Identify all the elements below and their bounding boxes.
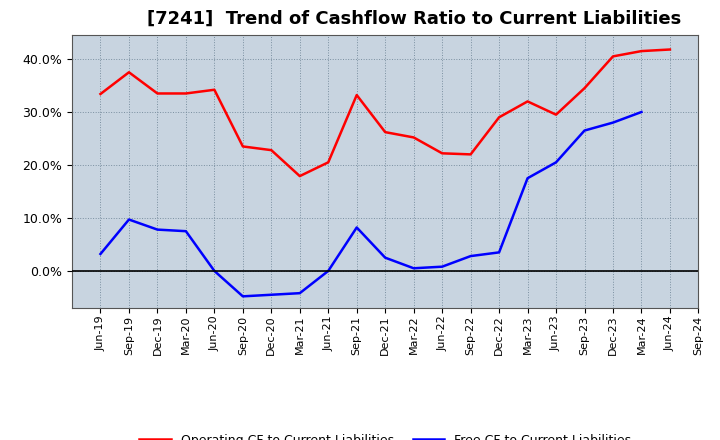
Free CF to Current Liabilities <box>523 176 532 181</box>
Operating CF to Current Liabilities <box>608 54 617 59</box>
Free CF to Current Liabilities <box>125 217 133 222</box>
Free CF to Current Liabilities <box>96 251 105 257</box>
Free CF to Current Liabilities <box>438 264 446 269</box>
Free CF to Current Liabilities <box>210 268 219 274</box>
Operating CF to Current Liabilities <box>552 112 560 117</box>
Free CF to Current Liabilities <box>495 250 503 255</box>
Operating CF to Current Liabilities <box>96 92 105 97</box>
Operating CF to Current Liabilities <box>523 99 532 104</box>
Free CF to Current Liabilities <box>238 294 247 299</box>
Free CF to Current Liabilities <box>181 228 190 234</box>
Free CF to Current Liabilities <box>295 290 304 296</box>
Operating CF to Current Liabilities <box>467 152 475 157</box>
Operating CF to Current Liabilities <box>295 173 304 179</box>
Free CF to Current Liabilities <box>153 227 162 232</box>
Free CF to Current Liabilities <box>410 266 418 271</box>
Operating CF to Current Liabilities <box>181 91 190 96</box>
Free CF to Current Liabilities <box>352 225 361 230</box>
Operating CF to Current Liabilities <box>637 48 646 54</box>
Operating CF to Current Liabilities <box>665 47 674 52</box>
Free CF to Current Liabilities <box>608 120 617 125</box>
Legend: Operating CF to Current Liabilities, Free CF to Current Liabilities: Operating CF to Current Liabilities, Fre… <box>135 429 636 440</box>
Operating CF to Current Liabilities <box>267 147 276 153</box>
Operating CF to Current Liabilities <box>438 150 446 156</box>
Line: Free CF to Current Liabilities: Free CF to Current Liabilities <box>101 112 642 297</box>
Operating CF to Current Liabilities <box>352 92 361 98</box>
Operating CF to Current Liabilities <box>324 160 333 165</box>
Operating CF to Current Liabilities <box>381 129 390 135</box>
Free CF to Current Liabilities <box>324 268 333 274</box>
Operating CF to Current Liabilities <box>580 85 589 91</box>
Operating CF to Current Liabilities <box>238 144 247 149</box>
Operating CF to Current Liabilities <box>495 115 503 120</box>
Operating CF to Current Liabilities <box>153 91 162 96</box>
Operating CF to Current Liabilities <box>210 87 219 92</box>
Free CF to Current Liabilities <box>267 292 276 297</box>
Free CF to Current Liabilities <box>580 128 589 133</box>
Free CF to Current Liabilities <box>637 110 646 115</box>
Free CF to Current Liabilities <box>381 255 390 260</box>
Line: Operating CF to Current Liabilities: Operating CF to Current Liabilities <box>101 50 670 176</box>
Operating CF to Current Liabilities <box>410 135 418 140</box>
Text: [7241]  Trend of Cashflow Ratio to Current Liabilities: [7241] Trend of Cashflow Ratio to Curren… <box>147 10 681 28</box>
Free CF to Current Liabilities <box>552 160 560 165</box>
Operating CF to Current Liabilities <box>125 70 133 75</box>
Free CF to Current Liabilities <box>467 253 475 259</box>
